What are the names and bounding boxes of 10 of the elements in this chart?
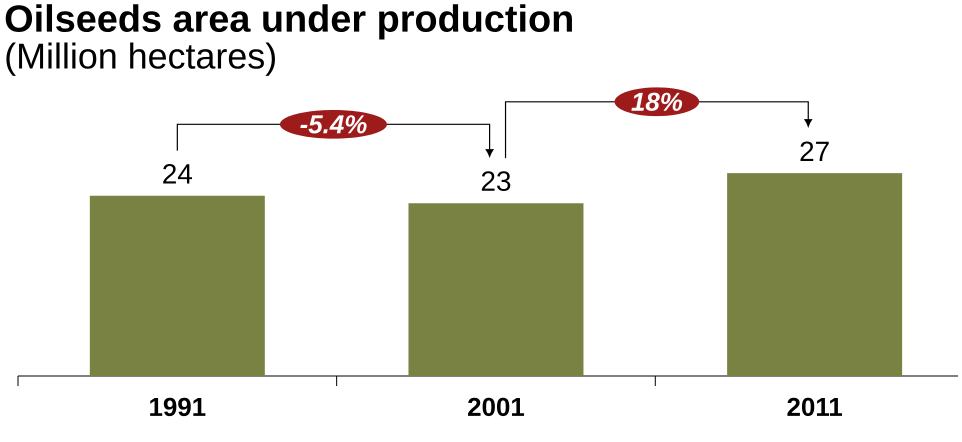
data-label: 27 — [800, 141, 829, 161]
x-tick-label: 2001 — [468, 398, 524, 416]
data-label: 23 — [482, 171, 510, 191]
x-tick-label: 2011 — [787, 398, 842, 416]
text: 18% — [631, 92, 682, 111]
chart-subtitle: (Million hectares) — [6, 42, 275, 76]
chart-title: Oilseeds area under production — [6, 4, 572, 40]
x-tick-label: 1991 — [150, 398, 206, 416]
data-label: 24 — [163, 164, 192, 184]
text: -5.4% — [300, 115, 367, 134]
